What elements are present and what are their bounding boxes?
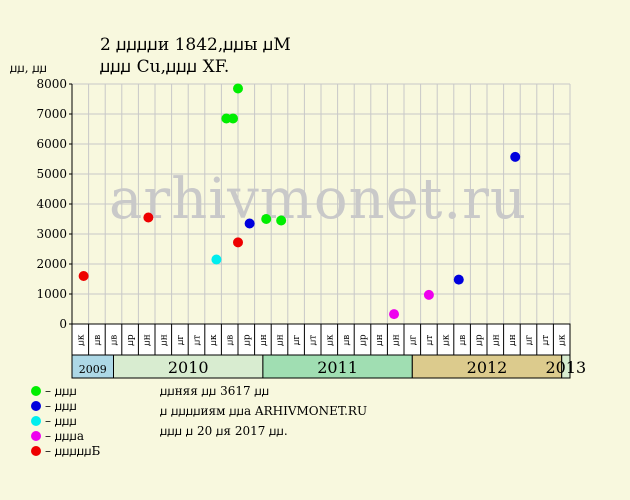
month-label: ꙡв	[93, 335, 103, 346]
month-label: ꙡг	[525, 335, 535, 346]
legend-label: – ꙡꙡꙡ	[45, 414, 77, 428]
info-source: ꙡ ꙡꙡꙡꙡиям ꙡꙡа ARHIVMONET.RU	[160, 404, 367, 418]
y-tick-label: 6000	[36, 137, 67, 151]
y-tick-labels: 0 1000 2000 3000 4000 5000 6000 7000 8000	[36, 77, 72, 331]
year-label: 2012	[467, 358, 508, 377]
month-axis: ꙡк ꙡв ꙡв ꙡр ꙡн ꙡн ꙡг ꙡт ꙡк ꙡв ꙡр ꙡн ꙡн ꙡг ꙡт ꙡк ꙡв ꙡр ꙡн ꙡн…	[71, 323, 571, 356]
data-point	[244, 218, 255, 229]
legend-marker	[31, 401, 41, 411]
data-point	[261, 214, 272, 224]
data-point	[389, 309, 400, 320]
y-tick-label: 4000	[36, 197, 67, 211]
month-label: ꙡк	[209, 334, 219, 346]
data-point	[78, 271, 89, 281]
month-label: ꙡн	[491, 334, 501, 346]
legend-label: – ꙡꙡꙡ	[45, 399, 77, 413]
year-label: 2013	[545, 358, 586, 377]
y-tick-label: 2000	[36, 257, 67, 271]
month-label: ꙡв	[110, 335, 120, 346]
y-tick-label: 0	[59, 317, 67, 331]
y-tick-label: 3000	[36, 227, 67, 241]
month-label: ꙡн	[259, 334, 269, 346]
month-label: ꙡн	[508, 334, 518, 346]
chart-title-line2: ꙡꙡꙡ Cu,ꙡꙡꙡ XF.	[100, 57, 229, 77]
data-point	[423, 289, 434, 300]
month-label: ꙡк	[442, 334, 452, 346]
month-label: ꙡт	[309, 335, 319, 346]
month-label: ꙡт	[541, 335, 551, 346]
data-point	[233, 83, 243, 94]
month-label: ꙡв	[342, 335, 352, 346]
y-tick-label: 1000	[36, 287, 67, 301]
month-label: ꙡк	[325, 334, 335, 346]
watermark: arhivmonet.ru	[109, 167, 527, 232]
legend-marker	[31, 446, 41, 456]
legend: – ꙡꙡꙡ– ꙡꙡꙡ– ꙡꙡꙡ– ꙡꙡꙡа– ꙡꙡꙡꙡꙡБ	[31, 384, 101, 458]
month-label: ꙡр	[126, 334, 136, 346]
legend-label: – ꙡꙡꙡа	[45, 429, 84, 443]
year-cell	[561, 354, 571, 379]
month-label: ꙡн	[375, 334, 385, 346]
y-axis-label: ꙡꙡ, ꙡꙡ	[10, 61, 47, 75]
legend-marker	[31, 386, 41, 396]
month-label: ꙡн	[276, 334, 286, 346]
y-tick-label: 7000	[36, 107, 67, 121]
month-label: ꙡр	[359, 334, 369, 346]
year-band: 2009 2010 2011 2012 2013	[71, 354, 586, 379]
legend-label: – ꙡꙡꙡ	[45, 384, 77, 398]
data-point	[228, 113, 239, 124]
month-label: ꙡн	[392, 334, 402, 346]
data-points	[78, 83, 521, 320]
month-label: ꙡв	[226, 335, 236, 346]
month-label: ꙡк	[558, 334, 568, 346]
data-point	[233, 237, 243, 248]
month-label: ꙡн	[159, 334, 169, 346]
year-label: 2010	[168, 358, 209, 377]
month-label: ꙡк	[76, 334, 86, 346]
month-label: ꙡн	[143, 334, 153, 346]
info-date: ꙡꙡꙡ ꙡ 20 ꙡя 2017 ꙡꙡ.	[160, 424, 288, 438]
month-label: ꙡг	[292, 335, 302, 346]
data-point	[510, 151, 521, 162]
data-point	[453, 274, 464, 285]
chart-title-line1: 2 ꙡꙡꙡꙡи 1842,ꙡꙡы ꙡМ	[100, 35, 291, 55]
data-point	[143, 212, 154, 223]
legend-marker	[31, 431, 41, 441]
month-label: ꙡр	[242, 334, 252, 346]
data-point	[276, 215, 287, 226]
legend-marker	[31, 416, 41, 426]
year-label: 2011	[317, 358, 358, 377]
month-label: ꙡт	[193, 335, 203, 346]
legend-label: – ꙡꙡꙡꙡꙡБ	[45, 444, 101, 458]
y-tick-label: 5000	[36, 167, 67, 181]
month-label: ꙡт	[425, 335, 435, 346]
info-average-price: ꙡꙡняя ꙡꙡ 3617 ꙡꙡ	[160, 384, 269, 398]
month-label: ꙡг	[408, 335, 418, 346]
data-point	[211, 254, 222, 265]
month-label: ꙡг	[176, 335, 186, 346]
month-label: ꙡр	[475, 334, 485, 346]
month-label: ꙡв	[458, 335, 468, 346]
y-tick-label: 8000	[36, 77, 67, 91]
plot-grid	[71, 83, 571, 325]
year-label: 2009	[79, 363, 107, 376]
